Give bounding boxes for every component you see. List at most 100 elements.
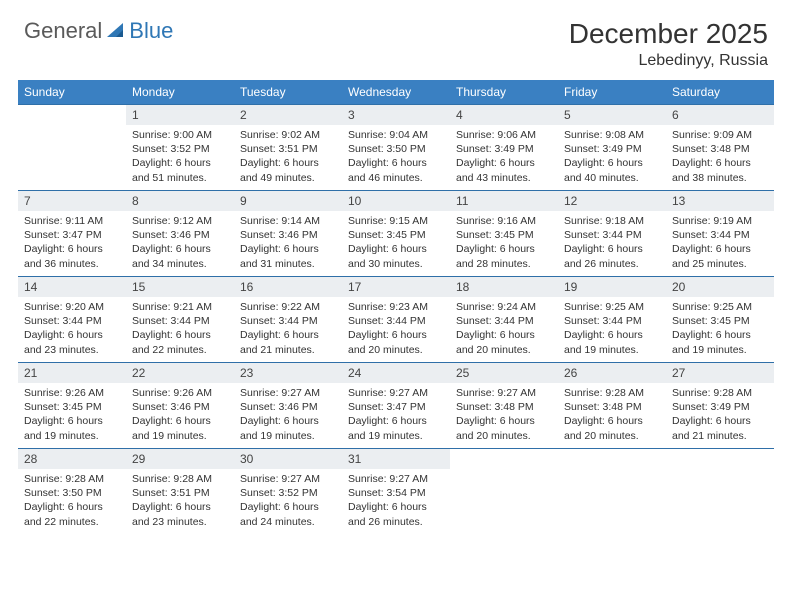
sunrise-line: Sunrise: 9:26 AM <box>24 386 120 400</box>
calendar-cell: 5Sunrise: 9:08 AMSunset: 3:49 PMDaylight… <box>558 105 666 191</box>
day-number: 5 <box>558 105 666 125</box>
weekday-header: Monday <box>126 80 234 105</box>
daylight-line: Daylight: 6 hours and 38 minutes. <box>672 156 768 184</box>
sunset-line: Sunset: 3:49 PM <box>456 142 552 156</box>
day-number: 12 <box>558 191 666 211</box>
day-details: Sunrise: 9:25 AMSunset: 3:44 PMDaylight:… <box>558 297 666 357</box>
daylight-line: Daylight: 6 hours and 22 minutes. <box>24 500 120 528</box>
day-number: 10 <box>342 191 450 211</box>
calendar-cell: 22Sunrise: 9:26 AMSunset: 3:46 PMDayligh… <box>126 363 234 449</box>
day-details: Sunrise: 9:27 AMSunset: 3:48 PMDaylight:… <box>450 383 558 443</box>
daylight-line: Daylight: 6 hours and 31 minutes. <box>240 242 336 270</box>
daylight-line: Daylight: 6 hours and 20 minutes. <box>348 328 444 356</box>
sunrise-line: Sunrise: 9:27 AM <box>348 386 444 400</box>
day-details: Sunrise: 9:23 AMSunset: 3:44 PMDaylight:… <box>342 297 450 357</box>
day-details: Sunrise: 9:28 AMSunset: 3:49 PMDaylight:… <box>666 383 774 443</box>
sunrise-line: Sunrise: 9:28 AM <box>24 472 120 486</box>
logo-triangle-icon <box>107 21 127 42</box>
daylight-line: Daylight: 6 hours and 40 minutes. <box>564 156 660 184</box>
day-details: Sunrise: 9:21 AMSunset: 3:44 PMDaylight:… <box>126 297 234 357</box>
day-details: Sunrise: 9:25 AMSunset: 3:45 PMDaylight:… <box>666 297 774 357</box>
calendar-cell: 15Sunrise: 9:21 AMSunset: 3:44 PMDayligh… <box>126 277 234 363</box>
sunrise-line: Sunrise: 9:16 AM <box>456 214 552 228</box>
calendar-cell: 21Sunrise: 9:26 AMSunset: 3:45 PMDayligh… <box>18 363 126 449</box>
day-details: Sunrise: 9:06 AMSunset: 3:49 PMDaylight:… <box>450 125 558 185</box>
daylight-line: Daylight: 6 hours and 34 minutes. <box>132 242 228 270</box>
calendar-cell: 3Sunrise: 9:04 AMSunset: 3:50 PMDaylight… <box>342 105 450 191</box>
sunset-line: Sunset: 3:50 PM <box>348 142 444 156</box>
calendar-cell: 28Sunrise: 9:28 AMSunset: 3:50 PMDayligh… <box>18 449 126 535</box>
day-number: 16 <box>234 277 342 297</box>
calendar-cell: 8 Sunrise: 9:12 AMSunset: 3:46 PMDaylight… <box>126 191 234 277</box>
sunrise-line: Sunrise: 9:27 AM <box>240 386 336 400</box>
calendar-cell: 16Sunrise: 9:22 AMSunset: 3:44 PMDayligh… <box>234 277 342 363</box>
daylight-line: Daylight: 6 hours and 24 minutes. <box>240 500 336 528</box>
calendar-cell <box>18 105 126 191</box>
day-details: Sunrise: 9:27 AMSunset: 3:54 PMDaylight:… <box>342 469 450 529</box>
calendar-cell: 6Sunrise: 9:09 AMSunset: 3:48 PMDaylight… <box>666 105 774 191</box>
logo: General Blue <box>24 18 173 44</box>
weekday-header: Tuesday <box>234 80 342 105</box>
day-details: Sunrise: 9:08 AMSunset: 3:49 PMDaylight:… <box>558 125 666 185</box>
sunrise-line: Sunrise: 9:25 AM <box>672 300 768 314</box>
daylight-line: Daylight: 6 hours and 23 minutes. <box>24 328 120 356</box>
day-details: Sunrise: 9:14 AMSunset: 3:46 PMDaylight:… <box>234 211 342 271</box>
sunset-line: Sunset: 3:45 PM <box>456 228 552 242</box>
sunset-line: Sunset: 3:44 PM <box>24 314 120 328</box>
day-number: 8 <box>126 191 234 211</box>
day-number: 14 <box>18 277 126 297</box>
calendar-cell: 7Sunrise: 9:11 AMSunset: 3:47 PMDaylight… <box>18 191 126 277</box>
calendar-row: 21Sunrise: 9:26 AMSunset: 3:45 PMDayligh… <box>18 363 774 449</box>
calendar-cell: 1Sunrise: 9:00 AMSunset: 3:52 PMDaylight… <box>126 105 234 191</box>
calendar-row: 14Sunrise: 9:20 AMSunset: 3:44 PMDayligh… <box>18 277 774 363</box>
sunrise-line: Sunrise: 9:12 AM <box>132 214 228 228</box>
sunrise-line: Sunrise: 9:18 AM <box>564 214 660 228</box>
title-block: December 2025 Lebedinyy, Russia <box>569 18 768 70</box>
sunrise-line: Sunrise: 9:28 AM <box>564 386 660 400</box>
calendar-cell: 9Sunrise: 9:14 AMSunset: 3:46 PMDaylight… <box>234 191 342 277</box>
calendar-cell: 12Sunrise: 9:18 AMSunset: 3:44 PMDayligh… <box>558 191 666 277</box>
logo-text-blue: Blue <box>129 18 173 44</box>
day-number: 31 <box>342 449 450 469</box>
calendar-row: 1Sunrise: 9:00 AMSunset: 3:52 PMDaylight… <box>18 105 774 191</box>
day-number <box>450 449 558 455</box>
weekday-header: Friday <box>558 80 666 105</box>
sunrise-line: Sunrise: 9:09 AM <box>672 128 768 142</box>
daylight-line: Daylight: 6 hours and 21 minutes. <box>240 328 336 356</box>
daylight-line: Daylight: 6 hours and 46 minutes. <box>348 156 444 184</box>
day-number: 26 <box>558 363 666 383</box>
day-number: 13 <box>666 191 774 211</box>
calendar-cell: 11Sunrise: 9:16 AMSunset: 3:45 PMDayligh… <box>450 191 558 277</box>
sunset-line: Sunset: 3:54 PM <box>348 486 444 500</box>
daylight-line: Daylight: 6 hours and 23 minutes. <box>132 500 228 528</box>
daylight-line: Daylight: 6 hours and 19 minutes. <box>564 328 660 356</box>
calendar-cell: 29Sunrise: 9:28 AMSunset: 3:51 PMDayligh… <box>126 449 234 535</box>
sunset-line: Sunset: 3:46 PM <box>132 400 228 414</box>
calendar-cell <box>450 449 558 535</box>
day-number: 29 <box>126 449 234 469</box>
month-title: December 2025 <box>569 18 768 50</box>
day-number: 7 <box>18 191 126 211</box>
logo-text-general: General <box>24 18 102 44</box>
sunset-line: Sunset: 3:48 PM <box>672 142 768 156</box>
location-label: Lebedinyy, Russia <box>569 52 768 70</box>
day-number: 9 <box>234 191 342 211</box>
day-number <box>18 105 126 111</box>
daylight-line: Daylight: 6 hours and 19 minutes. <box>348 414 444 442</box>
calendar-cell: 19Sunrise: 9:25 AMSunset: 3:44 PMDayligh… <box>558 277 666 363</box>
sunset-line: Sunset: 3:46 PM <box>132 228 228 242</box>
sunrise-line: Sunrise: 9:02 AM <box>240 128 336 142</box>
calendar-row: 7Sunrise: 9:11 AMSunset: 3:47 PMDaylight… <box>18 191 774 277</box>
sunset-line: Sunset: 3:46 PM <box>240 400 336 414</box>
daylight-line: Daylight: 6 hours and 22 minutes. <box>132 328 228 356</box>
day-number: 25 <box>450 363 558 383</box>
day-number: 21 <box>18 363 126 383</box>
day-number: 24 <box>342 363 450 383</box>
calendar-cell: 24Sunrise: 9:27 AMSunset: 3:47 PMDayligh… <box>342 363 450 449</box>
sunset-line: Sunset: 3:51 PM <box>240 142 336 156</box>
daylight-line: Daylight: 6 hours and 19 minutes. <box>132 414 228 442</box>
sunset-line: Sunset: 3:44 PM <box>672 228 768 242</box>
day-number <box>558 449 666 455</box>
day-details: Sunrise: 9:19 AMSunset: 3:44 PMDaylight:… <box>666 211 774 271</box>
sunset-line: Sunset: 3:44 PM <box>348 314 444 328</box>
